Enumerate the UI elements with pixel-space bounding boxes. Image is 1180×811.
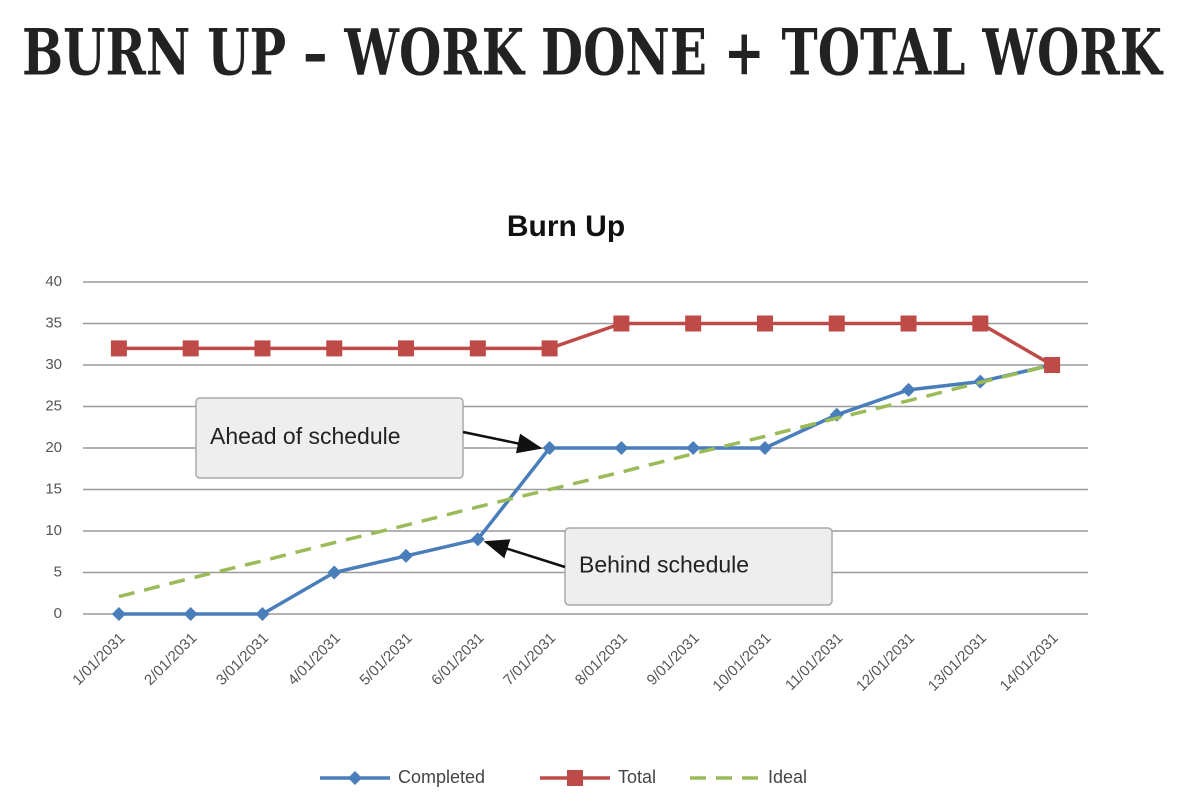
y-tick-label: 40: [45, 273, 62, 290]
x-tick-label: 13/01/2031: [925, 630, 990, 695]
x-tick-label: 5/01/2031: [356, 630, 415, 689]
y-tick-label: 10: [45, 522, 62, 539]
marker: [614, 441, 629, 455]
x-tick-label: 12/01/2031: [853, 630, 918, 695]
marker: [542, 441, 557, 455]
slide-title: BURN UP – WORK DONE + TOTAL WORK: [22, 16, 1164, 91]
chart-title: Burn Up: [507, 210, 625, 243]
marker: [900, 315, 917, 332]
x-tick-label: 2/01/2031: [141, 630, 200, 689]
x-tick-label: 3/01/2031: [213, 630, 272, 689]
marker: [567, 770, 583, 786]
marker: [182, 340, 199, 357]
legend-label: Total: [618, 767, 656, 787]
marker: [469, 340, 486, 357]
y-tick-label: 20: [45, 439, 62, 456]
marker: [399, 548, 414, 563]
x-tick-label: 14/01/2031: [997, 630, 1062, 695]
y-tick-label: 5: [54, 563, 62, 580]
legend-label: Ideal: [768, 767, 807, 787]
x-tick-label: 10/01/2031: [709, 630, 774, 695]
y-tick-label: 35: [45, 314, 62, 331]
series-line: [118, 363, 1053, 599]
marker: [901, 382, 916, 397]
marker: [254, 340, 271, 357]
x-tick-label: 9/01/2031: [644, 630, 703, 689]
marker: [255, 607, 270, 621]
series-line: [118, 321, 1053, 367]
x-tick-label: 7/01/2031: [500, 630, 559, 689]
marker: [757, 441, 772, 455]
y-tick-label: 30: [45, 356, 62, 373]
x-tick-label: 8/01/2031: [572, 630, 631, 689]
marker: [686, 441, 701, 455]
x-tick-label: 1/01/2031: [69, 630, 128, 689]
annotation: Ahead of schedule: [210, 423, 401, 449]
marker: [327, 565, 342, 580]
marker: [828, 315, 845, 332]
marker: [541, 340, 558, 357]
series-line: [118, 363, 1053, 616]
annotation: Behind schedule: [579, 552, 749, 578]
marker: [972, 315, 989, 332]
marker: [110, 340, 127, 357]
marker: [326, 340, 343, 357]
marker: [685, 315, 702, 332]
marker: [613, 315, 630, 332]
marker: [183, 607, 198, 621]
marker: [1044, 357, 1061, 373]
x-tick-label: 11/01/2031: [782, 630, 846, 694]
marker: [470, 532, 485, 547]
annotation-arrow: [462, 430, 543, 454]
annotation-arrow: [483, 539, 566, 569]
marker: [111, 607, 126, 621]
y-tick-label: 25: [45, 397, 62, 414]
y-tick-label: 0: [54, 605, 62, 622]
legend-label: Completed: [398, 767, 485, 787]
marker: [348, 771, 362, 785]
x-tick-label: 4/01/2031: [285, 630, 344, 689]
marker: [398, 340, 415, 357]
x-tick-label: 6/01/2031: [428, 630, 487, 689]
annotation-box: [195, 397, 464, 479]
marker: [756, 315, 773, 332]
y-tick-label: 15: [45, 480, 62, 497]
